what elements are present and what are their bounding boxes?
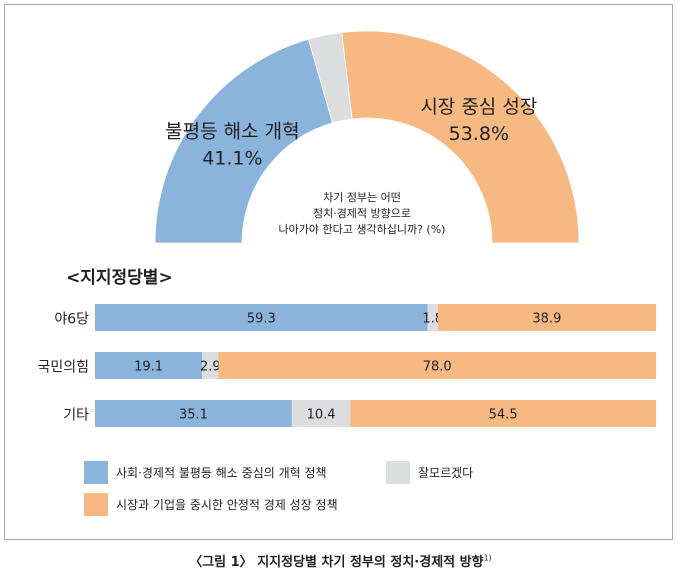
donut-question-line-0: 차기 정부는 어떤 [323, 191, 401, 204]
bar-value-label-1-0: 19.1 [134, 360, 163, 375]
figure-frame [4, 4, 673, 540]
bar-value-label-0-0: 59.3 [247, 312, 276, 327]
figure-caption: 〈그림 1〉 지지정당별 차기 정부의 정치·경제적 방향1) [0, 551, 681, 570]
bar-segment-2-0 [95, 400, 292, 427]
donut-question-line-2: 나아가야 한다고 생각하십니까? (%) [279, 222, 446, 236]
bar-segment-1-2 [218, 352, 657, 379]
donut-slice-value-2: 53.8% [449, 123, 509, 145]
caption-footnote: 1) [483, 553, 492, 563]
bar-segment-2-2 [350, 400, 656, 427]
bar-chart-title: <지지정당별> [66, 268, 173, 288]
legend-label-2: 시장과 기업을 중시한 안정적 경제 성장 정책 [116, 497, 338, 512]
bar-value-label-1-1: 2.9 [200, 360, 221, 375]
legend-swatch-2 [84, 493, 108, 516]
donut-question-line-1: 정치·경제적 방향으로 [313, 207, 411, 220]
caption-text: 〈그림 1〉 지지정당별 차기 정부의 정치·경제적 방향 [189, 555, 484, 570]
donut-slice-0 [154, 38, 333, 244]
bar-segment-1-1 [202, 352, 219, 379]
legend-label-0: 사회·경제적 불평등 해소 중심의 개혁 정책 [116, 465, 327, 480]
bar-value-label-0-2: 38.9 [532, 312, 561, 327]
bar-value-label-2-2: 54.5 [489, 408, 518, 423]
legend-swatch-0 [84, 461, 108, 484]
legend-label-1: 잘모르겠다 [418, 466, 473, 480]
donut-slice-label-0: 불평등 해소 개혁 [165, 121, 299, 143]
donut-slice-2 [341, 30, 580, 244]
bar-segment-1-0 [95, 352, 203, 379]
bar-segment-0-1 [427, 304, 438, 331]
bar-value-label-2-1: 10.4 [307, 408, 336, 423]
bar-value-label-1-2: 78.0 [423, 360, 452, 375]
bar-segment-0-0 [95, 304, 428, 331]
bar-segment-2-1 [291, 400, 351, 427]
bar-category-label-2: 기타 [63, 408, 89, 424]
legend-swatch-1 [386, 461, 410, 484]
donut-slice-label-2: 시장 중심 성장 [420, 96, 537, 118]
bar-value-label-2-0: 35.1 [179, 408, 208, 423]
bar-segment-0-2 [437, 304, 656, 331]
bar-category-label-1: 국민의힘 [37, 360, 89, 376]
donut-slice-value-0: 41.1% [202, 148, 262, 170]
bar-category-label-0: 야6당 [54, 312, 89, 328]
